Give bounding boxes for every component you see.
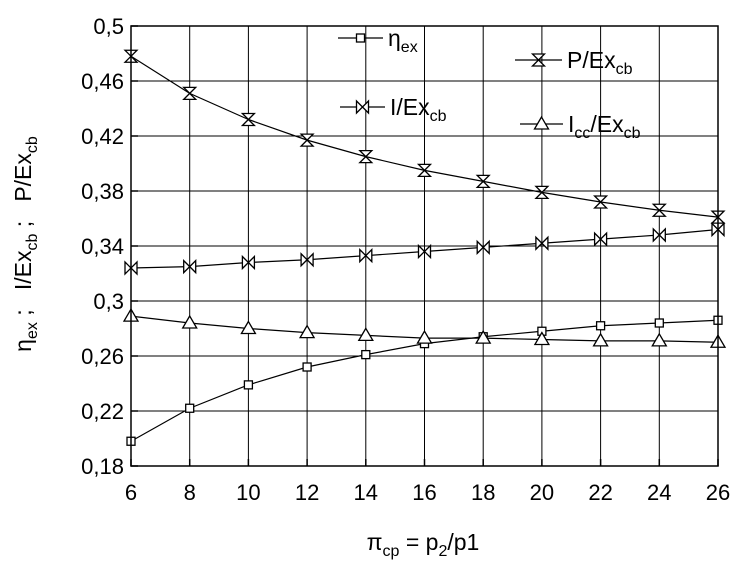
y-tick-label: 0,34: [81, 234, 124, 259]
bowtie-marker: [417, 243, 432, 260]
x-tick-label: 12: [295, 480, 319, 505]
x-tick-label: 6: [125, 480, 137, 505]
legend-label: P/Excb: [567, 47, 633, 78]
legend-label: I/Excb: [390, 94, 447, 125]
bowtie-marker: [359, 248, 373, 264]
y-tick-label: 0,22: [81, 399, 124, 424]
triangle-marker: [533, 331, 551, 346]
legend-entry-2: P/Excb: [515, 47, 633, 78]
hourglass-marker: [530, 53, 547, 67]
hourglass-marker: [651, 203, 667, 217]
bowtie-marker: [300, 252, 314, 268]
triangle-marker: [533, 115, 550, 130]
hourglass-marker: [475, 174, 491, 189]
legend: ηex P/Excb I/Excb Icc/Excb: [338, 25, 641, 142]
bowtie-marker: [241, 254, 256, 271]
y-tick-label: 0,26: [81, 344, 124, 369]
triangle-marker: [592, 332, 609, 347]
hourglass-marker: [240, 112, 256, 127]
series-3: [124, 221, 725, 276]
square-marker: [595, 321, 606, 331]
x-tick-label: 22: [588, 480, 612, 505]
x-tick-label: 10: [236, 480, 260, 505]
triangle-marker: [651, 332, 668, 347]
triangle-marker: [475, 329, 492, 344]
bowtie-marker: [183, 259, 197, 275]
hourglass-marker: [416, 163, 433, 178]
legend-entry-1: ηex: [338, 25, 418, 56]
legend-label: ηex: [388, 25, 418, 56]
y-tick-label: 0,46: [81, 69, 124, 94]
y-tick-label: 0,38: [81, 179, 124, 204]
hourglass-marker: [593, 195, 609, 209]
bowtie-marker: [652, 227, 666, 243]
triangle-marker: [357, 327, 374, 342]
hourglass-marker: [534, 185, 550, 200]
triangle-marker: [416, 329, 433, 344]
triangle-marker: [240, 320, 257, 335]
square-marker: [243, 380, 254, 390]
bowtie-marker: [476, 239, 490, 255]
bowtie-marker: [355, 99, 370, 115]
y-axis-title: ηex ; I/Excb ; P/Excb: [10, 136, 41, 352]
grid: [130, 25, 719, 467]
hourglass-marker: [182, 86, 198, 101]
y-tick-label: 0,3: [93, 289, 124, 314]
x-tick-label: 26: [706, 480, 730, 505]
y-tick-label: 0,18: [81, 454, 124, 479]
series-4: [122, 307, 727, 348]
square-marker: [355, 33, 366, 43]
legend-label: Icc/Excb: [568, 111, 641, 142]
ticks: 6 8 10 12 14 16 18 20 22 24 26 0,18 0,22 0,26 0,3 0,34 0…: [81, 14, 730, 505]
x-tick-label: 14: [354, 480, 378, 505]
square-marker: [302, 362, 312, 372]
x-tick-label: 16: [412, 480, 436, 505]
x-tick-label: 8: [184, 480, 196, 505]
square-marker: [654, 318, 664, 328]
hourglass-marker: [299, 133, 315, 147]
square-marker: [361, 349, 371, 360]
bowtie-marker: [535, 235, 549, 251]
x-tick-label: 24: [647, 480, 671, 505]
y-tick-label: 0,5: [93, 14, 124, 39]
x-tick-label: 20: [530, 480, 554, 505]
x-tick-label: 18: [471, 480, 495, 505]
hourglass-marker: [358, 149, 374, 164]
triangle-marker: [298, 324, 316, 339]
y-tick-label: 0,42: [81, 124, 124, 149]
x-axis-title: πcp = p2/p1: [367, 529, 480, 560]
legend-entry-3: I/Excb: [340, 94, 447, 125]
bowtie-marker: [593, 231, 608, 247]
series-2: [123, 49, 726, 224]
legend-entry-4: Icc/Excb: [520, 111, 641, 142]
square-marker: [185, 403, 195, 413]
triangle-marker: [181, 314, 198, 329]
